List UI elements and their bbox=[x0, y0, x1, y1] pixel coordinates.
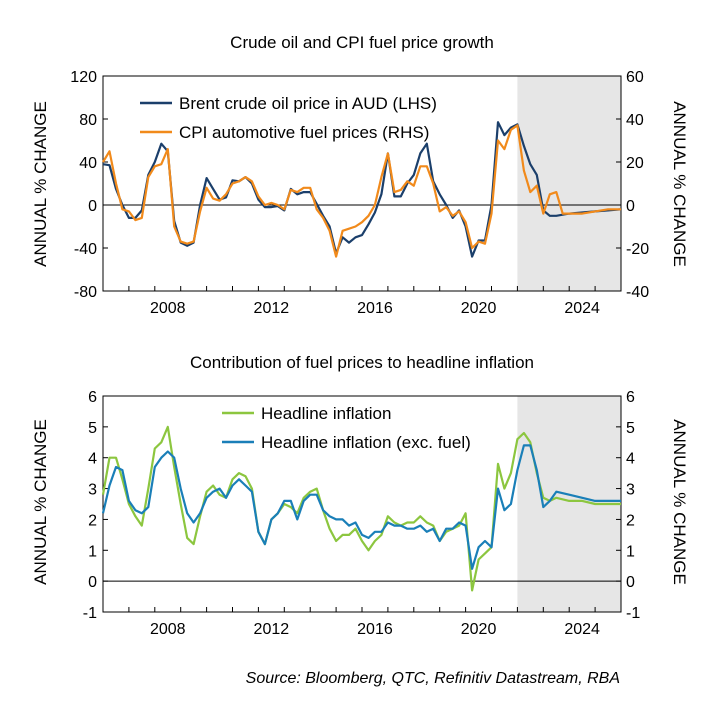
chart-2-right-axis-label: ANNUAL % CHANGE bbox=[670, 419, 689, 585]
chart-1-left-tick-label: 80 bbox=[79, 112, 97, 129]
chart-1-right-tick-label: 40 bbox=[626, 112, 644, 129]
chart-1-right-tick-label: -40 bbox=[626, 284, 649, 301]
chart-2-left-tick-label: 4 bbox=[88, 451, 97, 468]
chart-1-right-axis-label: ANNUAL % CHANGE bbox=[670, 101, 689, 267]
chart-2: 6 5 4 3 2 1 0 -1 6 5 4 3 2 1 0 -1 2008 2012 2016 2020 2024 He… bbox=[83, 389, 641, 638]
chart-1-left-tick-label: 120 bbox=[70, 69, 97, 86]
chart-1-right-tick-label: 0 bbox=[626, 198, 635, 215]
chart-2-left-axis-label: ANNUAL % CHANGE bbox=[31, 419, 50, 585]
chart-1-left-tick-label: -80 bbox=[74, 284, 97, 301]
chart-2-x-tick-label: 2012 bbox=[254, 621, 290, 638]
chart-2-right-tick-label: 2 bbox=[626, 512, 635, 529]
chart-2-left-tick-label: 5 bbox=[88, 420, 97, 437]
chart-2-right-tick-label: 4 bbox=[626, 451, 635, 468]
chart-2-right-tick-label: 3 bbox=[626, 482, 635, 499]
chart-2-legend-label-1: Headline inflation bbox=[261, 404, 391, 423]
chart-2-right-tick-label: 0 bbox=[626, 574, 635, 591]
chart-2-x-tick-label: 2020 bbox=[461, 621, 497, 638]
chart-1-left-tick-label: -40 bbox=[74, 241, 97, 258]
chart-1: 120 80 40 0 -40 -80 60 40 20 0 -20 -40 2008 2012 2016 2… bbox=[70, 69, 649, 317]
chart-2-right-tick-label: 6 bbox=[626, 389, 635, 406]
chart-1-legend-label-1: Brent crude oil price in AUD (LHS) bbox=[179, 94, 437, 113]
chart-1-x-tick-label: 2016 bbox=[357, 300, 393, 317]
chart-1-x-tick-label: 2012 bbox=[254, 300, 290, 317]
chart-2-left-tick-label: 3 bbox=[88, 482, 97, 499]
chart-2-series-line-2 bbox=[101, 444, 621, 570]
chart-2-left-tick-label: 2 bbox=[88, 512, 97, 529]
chart-2-x-tick-label: 2016 bbox=[357, 621, 393, 638]
chart-1-left-axis-label: ANNUAL % CHANGE bbox=[31, 101, 50, 267]
chart-1-forecast-shading bbox=[517, 76, 621, 291]
chart-2-left-tick-label: -1 bbox=[83, 605, 97, 622]
chart-2-left-tick-label: 6 bbox=[88, 389, 97, 406]
chart-2-x-tick-label: 2024 bbox=[564, 621, 600, 638]
chart-1-right-tick-label: 20 bbox=[626, 155, 644, 172]
chart-2-right-tick-label: 5 bbox=[626, 420, 635, 437]
chart-2-title: Contribution of fuel prices to headline … bbox=[190, 353, 534, 372]
chart-1-series-line-2 bbox=[102, 124, 621, 258]
chart-1-left-tick-label: 0 bbox=[88, 198, 97, 215]
chart-1-series-line-1 bbox=[102, 121, 622, 258]
chart-2-right-tick-label: 1 bbox=[626, 543, 635, 560]
chart-2-left-tick-label: 0 bbox=[88, 574, 97, 591]
chart-2-legend-label-2: Headline inflation (exc. fuel) bbox=[261, 433, 471, 452]
chart-2-x-tick-label: 2008 bbox=[150, 621, 186, 638]
chart-1-x-tick-label: 2024 bbox=[564, 300, 600, 317]
chart-1-legend-label-2: CPI automotive fuel prices (RHS) bbox=[179, 123, 429, 142]
chart-2-series-line-1 bbox=[101, 425, 621, 592]
chart-1-title: Crude oil and CPI fuel price growth bbox=[230, 33, 494, 52]
chart-1-x-tick-label: 2008 bbox=[150, 300, 186, 317]
chart-2-left-tick-label: 1 bbox=[88, 543, 97, 560]
chart-1-right-tick-label: 60 bbox=[626, 69, 644, 86]
chart-2-right-tick-label: -1 bbox=[626, 605, 640, 622]
source-note: Source: Bloomberg, QTC, Refinitiv Datast… bbox=[246, 670, 620, 687]
chart-1-right-tick-label: -20 bbox=[626, 241, 649, 258]
chart-1-left-tick-label: 40 bbox=[79, 155, 97, 172]
chart-1-x-tick-label: 2020 bbox=[461, 300, 497, 317]
